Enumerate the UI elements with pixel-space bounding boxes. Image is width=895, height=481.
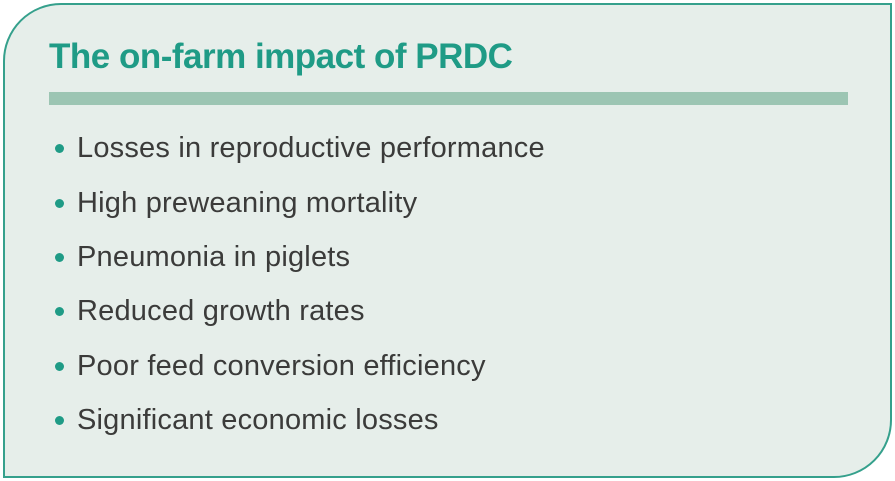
title-divider [49, 92, 848, 106]
list-item: Significant economic losses [55, 404, 848, 437]
bullet-icon [55, 361, 64, 371]
list-item-label: Significant economic losses [77, 403, 439, 436]
list-item-label: Reduced growth rates [77, 295, 365, 328]
list-item: High preweaning mortality [55, 187, 848, 220]
bullet-icon [55, 144, 64, 154]
list-item-label: High preweaning mortality [77, 186, 418, 219]
bullet-icon [55, 307, 64, 317]
bullet-icon [55, 416, 64, 426]
bullet-icon [55, 198, 64, 208]
list-item: Pneumonia in piglets [55, 241, 848, 274]
prdc-impact-card: The on-farm impact of PRDC Losses in rep… [3, 3, 892, 478]
impact-list: Losses in reproductive performance High … [55, 132, 848, 437]
list-item: Reduced growth rates [55, 295, 848, 328]
list-item-label: Poor feed conversion efficiency [77, 349, 486, 382]
bullet-icon [55, 253, 64, 263]
card-title: The on-farm impact of PRDC [49, 37, 513, 76]
list-item: Losses in reproductive performance [55, 132, 848, 165]
list-item: Poor feed conversion efficiency [55, 350, 848, 383]
list-item-label: Losses in reproductive performance [77, 132, 545, 165]
list-item-label: Pneumonia in piglets [77, 240, 351, 273]
